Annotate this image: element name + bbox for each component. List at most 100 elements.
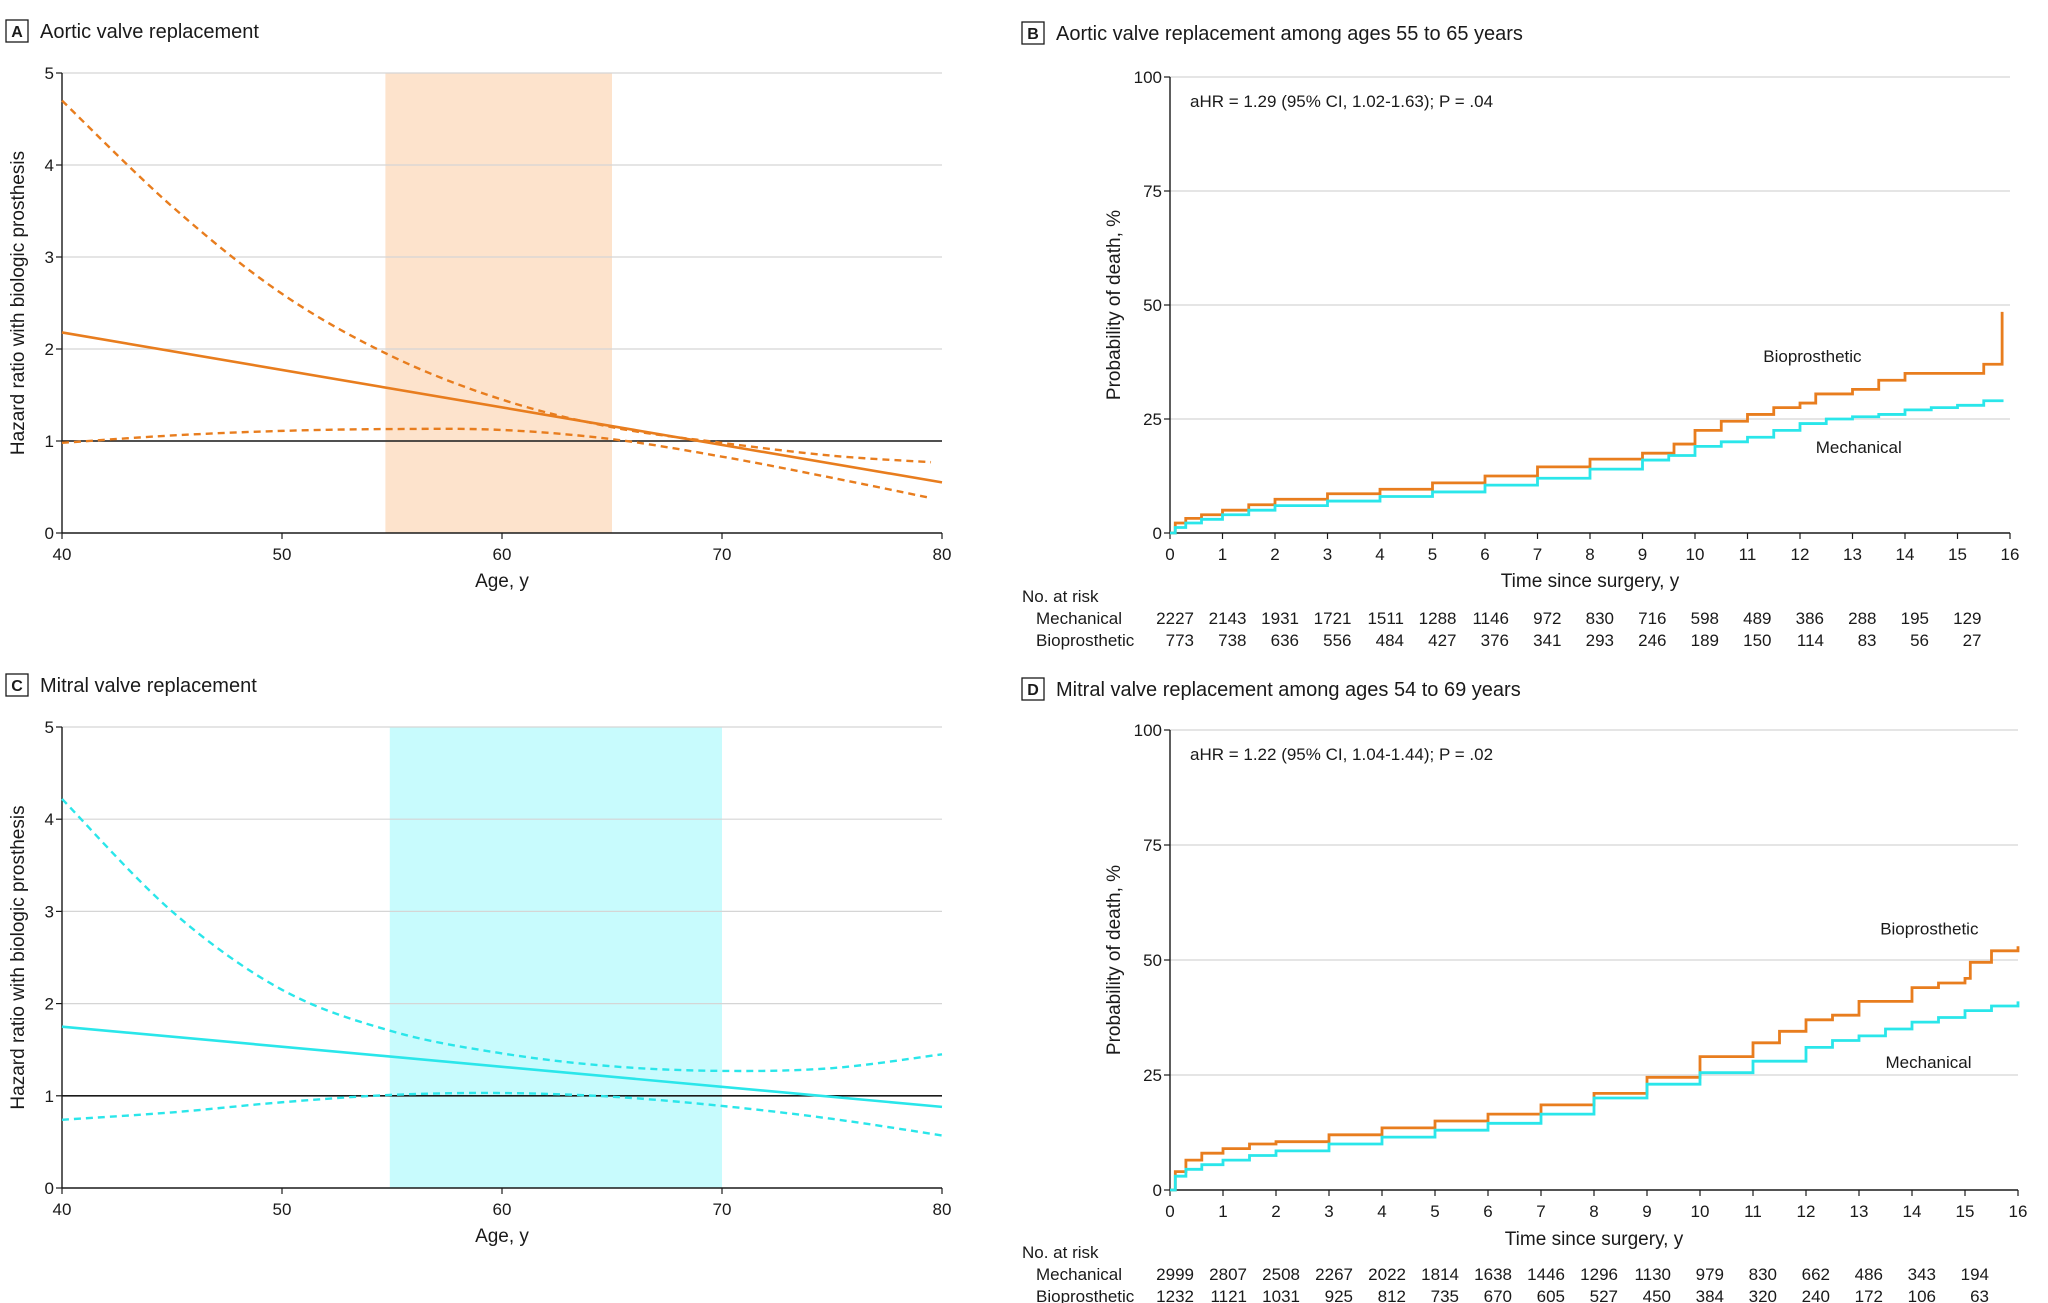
panel-b: B Aortic valve replacement among ages 55 … xyxy=(1021,21,2019,650)
x-tick-label: 4 xyxy=(1377,1202,1386,1221)
risk-value: 320 xyxy=(1749,1287,1777,1303)
series-label-mechanical: Mechanical xyxy=(1816,438,1902,457)
y-axis-label: Hazard ratio with biologic prosthesis xyxy=(8,805,29,1109)
risk-value: 598 xyxy=(1691,609,1719,628)
y-tick-label: 50 xyxy=(1143,296,1162,315)
panel-letter: B xyxy=(1027,26,1039,43)
hr-annotation: aHR = 1.29 (95% CI, 1.02-1.63); P = .04 xyxy=(1190,92,1493,111)
y-tick-label: 0 xyxy=(1153,1181,1162,1200)
panel-a: A Aortic valve replacement 0 1 2 3 4 5 40 50 60 70 8… xyxy=(5,19,952,592)
x-tick-label: 9 xyxy=(1642,1202,1651,1221)
x-tick-label: 11 xyxy=(1744,1202,1762,1221)
risk-value: 2227 xyxy=(1156,609,1194,628)
risk-value: 486 xyxy=(1855,1265,1883,1284)
panel-letter: A xyxy=(11,24,23,41)
panel-title: Mitral valve replacement among ages 54 t… xyxy=(1056,679,1521,701)
km-curve-mechanical xyxy=(1170,1001,2020,1192)
risk-value: 427 xyxy=(1428,631,1456,650)
x-tick-label: 14 xyxy=(1896,545,1915,564)
y-tick-label: 25 xyxy=(1143,1066,1162,1085)
x-axis-label: Age, y xyxy=(475,571,529,592)
x-tick-label: 10 xyxy=(1686,545,1705,564)
x-tick-label: 2 xyxy=(1270,545,1279,564)
risk-value: 386 xyxy=(1796,609,1824,628)
x-tick-label: 7 xyxy=(1533,545,1542,564)
risk-value: 1031 xyxy=(1262,1287,1300,1303)
risk-value: 2999 xyxy=(1156,1265,1194,1284)
risk-value: 812 xyxy=(1378,1287,1406,1303)
panel-letter-box xyxy=(1021,21,1045,45)
x-tick-label: 12 xyxy=(1797,1202,1816,1221)
y-tick-label: 0 xyxy=(45,524,54,543)
risk-value: 605 xyxy=(1537,1287,1565,1303)
x-tick-label: 50 xyxy=(273,1200,292,1219)
x-tick-label: 10 xyxy=(1691,1202,1710,1221)
risk-value: 1121 xyxy=(1210,1287,1247,1303)
x-axis-label: Time since surgery, y xyxy=(1505,1229,1684,1250)
risk-value: 2508 xyxy=(1262,1265,1300,1284)
x-tick-label: 1 xyxy=(1218,545,1227,564)
risk-value: 343 xyxy=(1908,1265,1936,1284)
km-curve-mechanical xyxy=(1170,399,2004,535)
panel-letter-box xyxy=(5,673,29,697)
risk-table-header: No. at risk xyxy=(1022,587,1099,606)
y-tick-label: 75 xyxy=(1143,182,1162,201)
km-curve-bioprosthetic xyxy=(1170,311,2004,535)
risk-value: 172 xyxy=(1855,1287,1883,1303)
x-tick-label: 1 xyxy=(1218,1202,1227,1221)
y-tick-label: 0 xyxy=(1153,524,1162,543)
risk-value: 716 xyxy=(1638,609,1666,628)
risk-value: 150 xyxy=(1743,631,1771,650)
y-axis-label: Hazard ratio with biologic prosthesis xyxy=(8,151,29,455)
risk-value: 1721 xyxy=(1314,609,1352,628)
y-axis-label: Probability of death, % xyxy=(1104,865,1125,1055)
x-tick-label: 60 xyxy=(493,545,512,564)
x-tick-label: 15 xyxy=(1948,545,1967,564)
panel-title: Aortic valve replacement xyxy=(40,21,259,43)
x-tick-label: 40 xyxy=(53,545,72,564)
risk-value: 670 xyxy=(1484,1287,1512,1303)
x-tick-label: 5 xyxy=(1430,1202,1439,1221)
risk-value: 2143 xyxy=(1209,609,1247,628)
x-tick-label: 70 xyxy=(713,545,732,564)
lower-ci-curve xyxy=(61,1091,943,1137)
y-tick-label: 100 xyxy=(1134,68,1162,87)
x-tick-label: 6 xyxy=(1480,545,1489,564)
risk-value: 83 xyxy=(1858,631,1877,650)
risk-value: 1638 xyxy=(1474,1265,1512,1284)
x-tick-label: 13 xyxy=(1843,545,1862,564)
risk-value: 2807 xyxy=(1209,1265,1247,1284)
x-tick-label: 80 xyxy=(933,545,952,564)
y-axis-label: Probability of death, % xyxy=(1104,210,1125,400)
x-axis-label: Age, y xyxy=(475,1226,529,1247)
risk-value: 189 xyxy=(1691,631,1719,650)
risk-value: 129 xyxy=(1953,609,1981,628)
risk-value: 972 xyxy=(1533,609,1561,628)
risk-value: 376 xyxy=(1481,631,1509,650)
risk-value: 636 xyxy=(1271,631,1299,650)
y-tick-label: 4 xyxy=(45,810,54,829)
risk-value: 925 xyxy=(1325,1287,1353,1303)
panel-letter-box xyxy=(1021,677,1045,701)
risk-value: 240 xyxy=(1802,1287,1830,1303)
risk-value: 527 xyxy=(1590,1287,1618,1303)
risk-value: 1232 xyxy=(1156,1287,1194,1303)
risk-value: 1296 xyxy=(1580,1265,1618,1284)
y-tick-label: 2 xyxy=(45,995,54,1014)
x-tick-label: 2 xyxy=(1271,1202,1280,1221)
x-tick-label: 8 xyxy=(1589,1202,1598,1221)
risk-value: 484 xyxy=(1376,631,1404,650)
y-tick-label: 50 xyxy=(1143,951,1162,970)
panel-letter: C xyxy=(11,678,23,695)
risk-value: 738 xyxy=(1218,631,1246,650)
y-tick-label: 3 xyxy=(45,248,54,267)
x-tick-label: 50 xyxy=(273,545,292,564)
upper-ci-curve xyxy=(61,798,943,1073)
series-label-mechanical: Mechanical xyxy=(1886,1053,1972,1072)
y-tick-label: 2 xyxy=(45,340,54,359)
risk-value: 1931 xyxy=(1261,609,1299,628)
y-tick-label: 0 xyxy=(45,1179,54,1198)
y-tick-label: 75 xyxy=(1143,836,1162,855)
risk-value: 489 xyxy=(1743,609,1771,628)
risk-value: 450 xyxy=(1643,1287,1671,1303)
